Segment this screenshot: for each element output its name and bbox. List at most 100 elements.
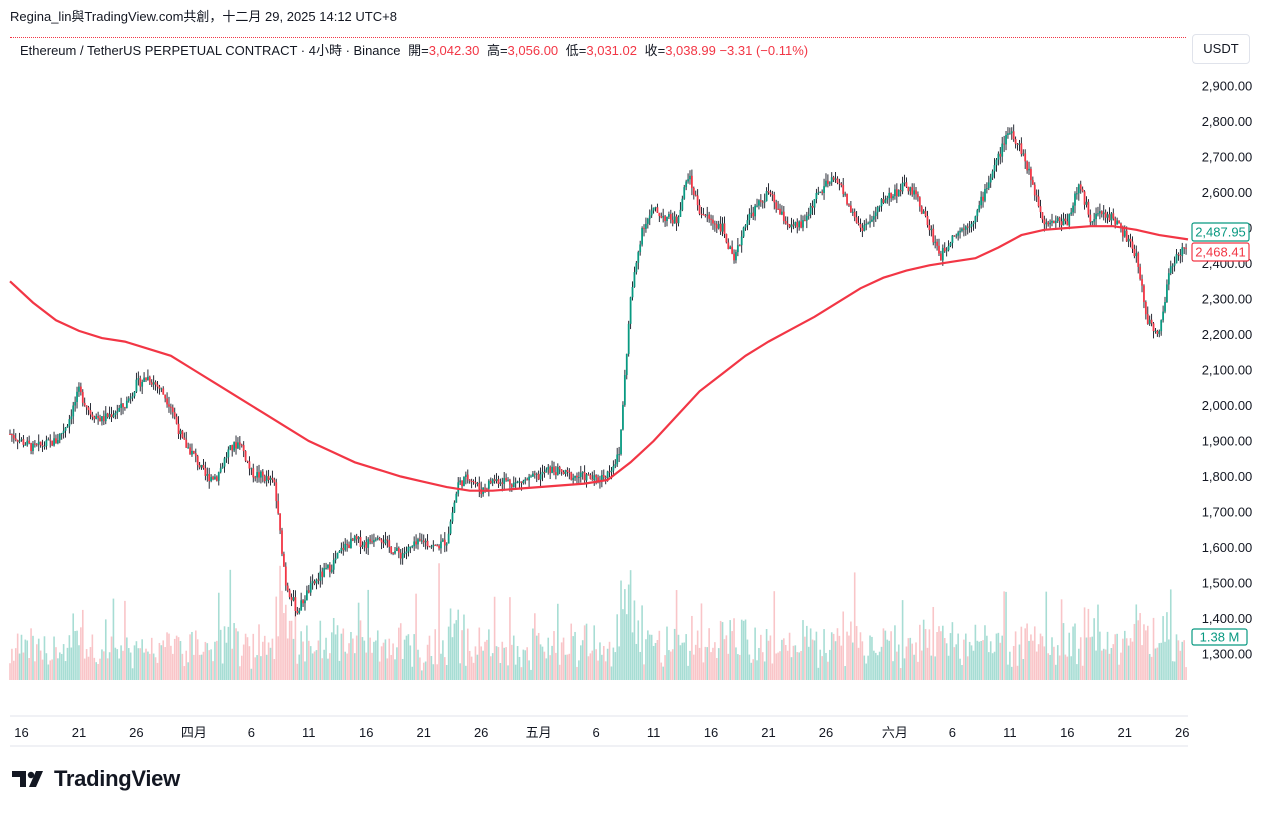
volume-bar (683, 642, 686, 680)
candle-body (39, 441, 42, 446)
candle-body (830, 177, 833, 183)
volume-bar (761, 652, 764, 680)
x-tick-label: 26 (819, 725, 833, 740)
volume-bar (650, 634, 653, 680)
volume-bar (13, 660, 15, 680)
candle-body (572, 477, 575, 480)
candle-body (187, 447, 190, 449)
candle-body (443, 539, 446, 546)
volume-bar (909, 637, 912, 680)
volume-bar (953, 647, 956, 680)
candle-body (1148, 319, 1151, 324)
volume-bar (631, 632, 634, 680)
candle-body (872, 216, 875, 220)
volume-bar (691, 615, 693, 680)
volume-bar (14, 648, 17, 680)
volume-bar (656, 640, 659, 680)
symbol-legend[interactable]: Ethereum / TetherUS PERPETUAL CONTRACT ·… (20, 40, 808, 59)
volume-bar (57, 658, 59, 680)
candle-body (16, 440, 19, 442)
volume-bar (738, 654, 741, 680)
candle-body (708, 214, 711, 219)
candle-body (892, 196, 894, 199)
volume-bar (22, 652, 25, 680)
volume-bar (721, 622, 724, 680)
volume-bar (1108, 653, 1111, 680)
price-chart[interactable]: 2,900.002,800.002,700.002,600.002,500.00… (0, 0, 1280, 760)
volume-bar (748, 654, 751, 680)
candle-body (47, 439, 50, 441)
candle-body (53, 438, 55, 446)
volume-bar (198, 654, 201, 680)
candle-body (855, 217, 858, 223)
volume-bar (417, 649, 419, 680)
volume-bar (390, 654, 392, 680)
volume-bar (963, 639, 965, 680)
volume-bar (987, 652, 990, 680)
candle-body (1098, 211, 1101, 214)
candle-body (1108, 214, 1111, 221)
price-axis: 2,900.002,800.002,700.002,600.002,500.00… (1202, 79, 1253, 662)
candle-body (696, 195, 699, 206)
volume-bar (1101, 650, 1103, 680)
volume-bar (899, 668, 902, 680)
volume-bar (468, 650, 471, 680)
candle-body (1018, 143, 1021, 145)
candle-body (338, 550, 341, 553)
candle-body (1160, 320, 1163, 332)
candle-body (120, 403, 122, 408)
candle-body (917, 194, 919, 198)
volume-bar (1072, 626, 1074, 680)
candle-body (666, 216, 668, 222)
candle-body (859, 224, 862, 228)
volume-bar (355, 635, 358, 680)
volume-bar (687, 665, 689, 680)
candle-body (319, 571, 322, 581)
candle-body (899, 190, 902, 192)
volume-bar (1095, 650, 1097, 680)
volume-bar (216, 640, 218, 680)
candle-body (114, 413, 117, 415)
volume-bar (436, 664, 438, 680)
volume-bar (880, 646, 883, 680)
candle-body (953, 235, 956, 237)
tradingview-logo[interactable]: TradingView (12, 766, 180, 792)
volume-bar (1085, 637, 1088, 680)
volume-bar (961, 665, 963, 680)
candle-body (93, 416, 96, 420)
volume-bar (1148, 654, 1151, 680)
candle-body (453, 502, 456, 513)
candle-body (214, 476, 216, 480)
volume-bar (853, 572, 856, 680)
close-label: 收= (644, 43, 666, 58)
candle-body (273, 479, 276, 483)
volume-bar (309, 646, 312, 680)
volume-bar (495, 646, 498, 680)
candle-body (1087, 201, 1090, 215)
volume-bar (986, 635, 988, 680)
volume-bar (524, 650, 527, 680)
volume-bar (1079, 637, 1082, 680)
candle-body (913, 190, 915, 195)
volume-bar (938, 626, 940, 680)
volume-bar (72, 613, 75, 680)
candle-body (639, 244, 642, 253)
candle-body (748, 213, 751, 221)
currency-button[interactable]: USDT (1192, 34, 1250, 64)
y-tick-label: 1,400.00 (1202, 611, 1253, 626)
candle-body (813, 198, 816, 208)
volume-bar (612, 647, 615, 680)
candle-body (60, 432, 63, 434)
candle-body (51, 440, 54, 446)
candle-body (819, 191, 822, 193)
candle-body (880, 199, 883, 207)
volume-bar (892, 661, 894, 680)
volume-bar (24, 639, 27, 680)
volume-bar (66, 647, 69, 680)
volume-bar (288, 620, 291, 680)
volume-bar (359, 620, 362, 680)
volume-bar (813, 640, 816, 680)
volume-bar (166, 632, 168, 680)
candle-body (267, 476, 270, 480)
ma-label: 2,468.41 (1195, 245, 1246, 260)
